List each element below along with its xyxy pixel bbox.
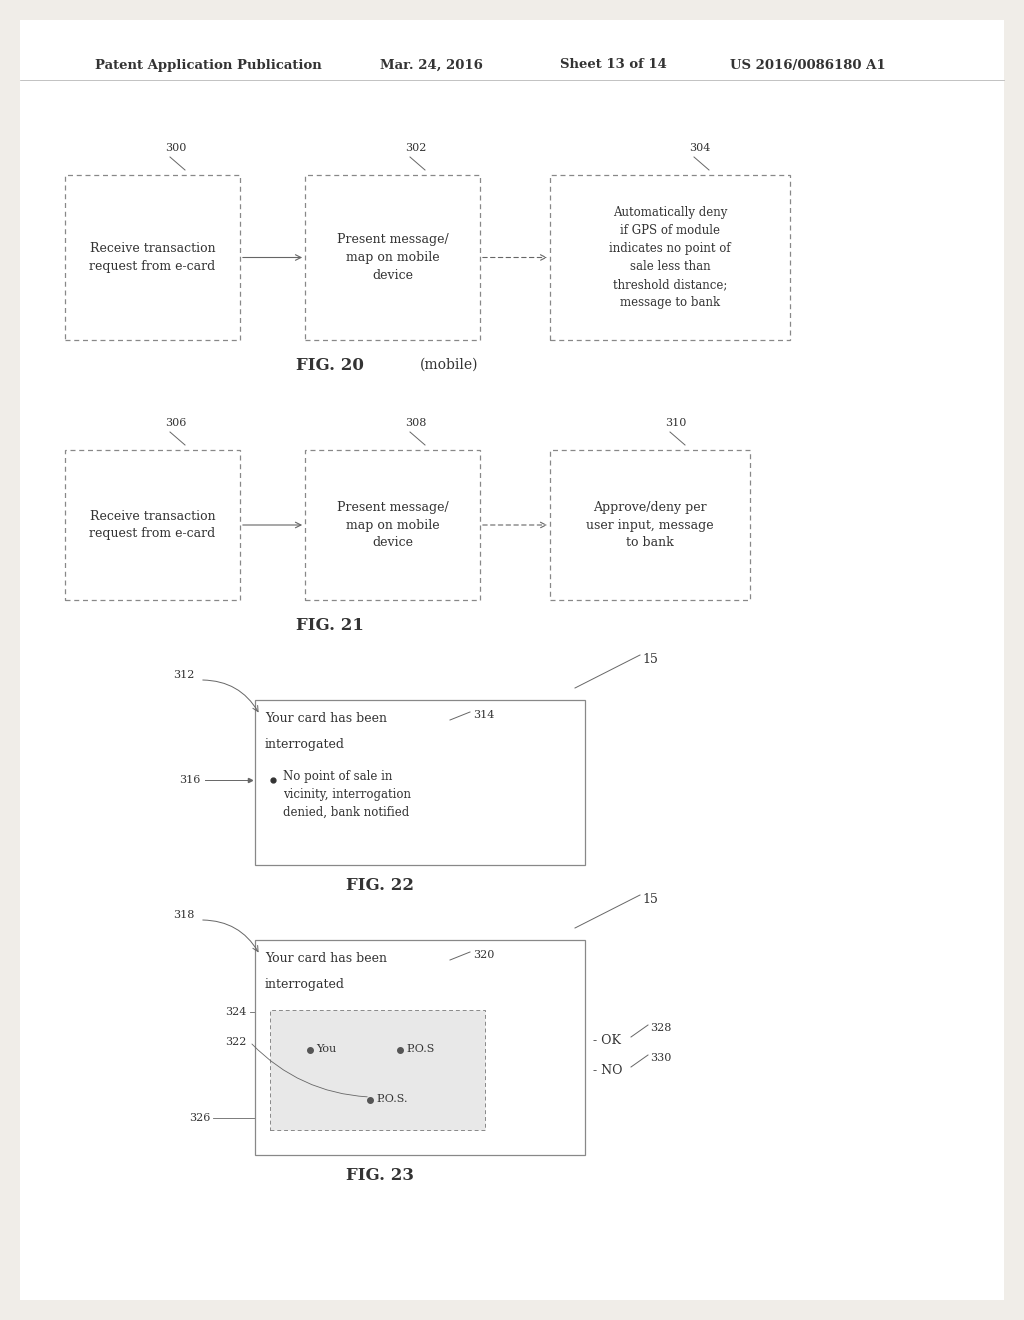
Text: 324: 324 bbox=[225, 1007, 247, 1016]
Text: Mar. 24, 2016: Mar. 24, 2016 bbox=[380, 58, 483, 71]
Text: - NO: - NO bbox=[593, 1064, 623, 1077]
Text: interrogated: interrogated bbox=[265, 738, 345, 751]
Text: FIG. 21: FIG. 21 bbox=[296, 616, 364, 634]
Text: 320: 320 bbox=[473, 950, 495, 960]
Text: 328: 328 bbox=[650, 1023, 672, 1034]
Text: 306: 306 bbox=[165, 418, 186, 428]
Text: 330: 330 bbox=[650, 1053, 672, 1063]
Text: (mobile): (mobile) bbox=[420, 358, 478, 372]
Text: FIG. 20: FIG. 20 bbox=[296, 356, 364, 374]
Bar bbox=[65, 450, 240, 601]
Text: 326: 326 bbox=[188, 1113, 210, 1123]
Text: P.O.S.: P.O.S. bbox=[376, 1094, 408, 1104]
Bar bbox=[550, 176, 790, 341]
Text: Automatically deny
if GPS of module
indicates no point of
sale less than
thresho: Automatically deny if GPS of module indi… bbox=[609, 206, 731, 309]
Text: Approve/deny per
user input, message
to bank: Approve/deny per user input, message to … bbox=[586, 500, 714, 549]
Text: 312: 312 bbox=[174, 671, 195, 680]
Text: Sheet 13 of 14: Sheet 13 of 14 bbox=[560, 58, 667, 71]
Text: 308: 308 bbox=[406, 418, 426, 428]
Text: 15: 15 bbox=[642, 653, 657, 667]
Bar bbox=[255, 700, 585, 865]
Text: Patent Application Publication: Patent Application Publication bbox=[95, 58, 322, 71]
Text: 15: 15 bbox=[642, 894, 657, 906]
Text: - OK: - OK bbox=[593, 1034, 621, 1047]
Text: 318: 318 bbox=[174, 909, 195, 920]
Text: 302: 302 bbox=[406, 143, 426, 153]
Bar bbox=[305, 176, 480, 341]
Bar bbox=[270, 1010, 485, 1130]
Text: 322: 322 bbox=[225, 1038, 247, 1047]
Bar bbox=[305, 450, 480, 601]
Text: 310: 310 bbox=[665, 418, 686, 428]
Text: Your card has been: Your card has been bbox=[265, 711, 387, 725]
Text: Receive transaction
request from e-card: Receive transaction request from e-card bbox=[89, 510, 216, 540]
Text: interrogated: interrogated bbox=[265, 978, 345, 991]
Text: 314: 314 bbox=[473, 710, 495, 719]
Text: Present message/
map on mobile
device: Present message/ map on mobile device bbox=[337, 234, 449, 282]
Text: Present message/
map on mobile
device: Present message/ map on mobile device bbox=[337, 500, 449, 549]
Text: US 2016/0086180 A1: US 2016/0086180 A1 bbox=[730, 58, 886, 71]
Text: Your card has been: Your card has been bbox=[265, 952, 387, 965]
Text: FIG. 22: FIG. 22 bbox=[346, 876, 414, 894]
Text: P.O.S: P.O.S bbox=[406, 1044, 434, 1053]
Text: 304: 304 bbox=[689, 143, 711, 153]
Text: Receive transaction
request from e-card: Receive transaction request from e-card bbox=[89, 242, 216, 273]
Bar bbox=[550, 450, 750, 601]
Bar bbox=[255, 940, 585, 1155]
Text: FIG. 23: FIG. 23 bbox=[346, 1167, 414, 1184]
Text: No point of sale in
vicinity, interrogation
denied, bank notified: No point of sale in vicinity, interrogat… bbox=[283, 770, 411, 818]
Bar bbox=[65, 176, 240, 341]
Text: 316: 316 bbox=[178, 775, 200, 785]
Text: You: You bbox=[316, 1044, 336, 1053]
Text: 300: 300 bbox=[165, 143, 186, 153]
